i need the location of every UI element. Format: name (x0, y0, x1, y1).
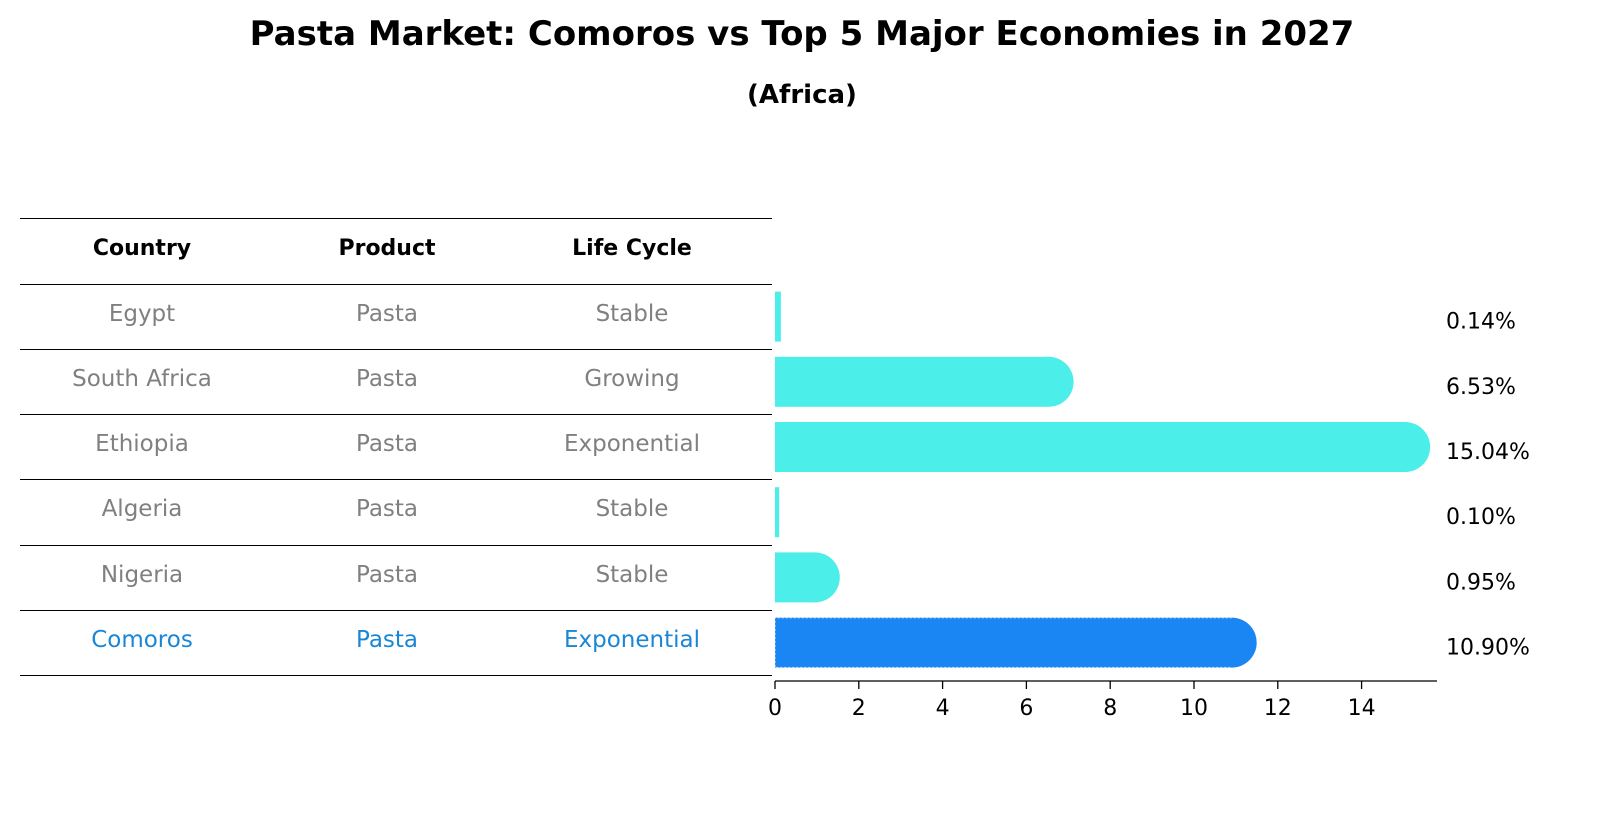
data-label: 0.95% (1446, 570, 1516, 595)
data-label: 10.90% (1446, 636, 1530, 661)
cell-product: Pasta (355, 301, 419, 327)
cell-country: Ethiopia (95, 431, 189, 457)
table-rule (20, 218, 772, 219)
bar-end-cap (1380, 422, 1431, 472)
table-rule (20, 284, 772, 285)
bar (775, 291, 781, 342)
cell-product: Pasta (355, 366, 419, 392)
data-label: 0.14% (1446, 310, 1516, 335)
cell-country: Egypt (108, 301, 176, 327)
bar-end-cap (1206, 617, 1257, 668)
cell-life-cycle: Exponential (563, 431, 700, 457)
cell-country: South Africa (72, 366, 212, 392)
data-label: 15.04% (1446, 440, 1530, 465)
table-rule (20, 479, 772, 480)
bar-end-cap (1023, 356, 1074, 407)
cell-country-highlight: Comoros (91, 627, 193, 653)
cell-life-cycle: Stable (595, 301, 669, 327)
bar-group (775, 487, 780, 538)
cell-country: Algeria (101, 496, 183, 522)
cell-life-cycle: Growing (584, 366, 680, 392)
cell-life-cycle: Stable (595, 562, 669, 588)
cell-product: Pasta (355, 431, 419, 457)
cell-product: Pasta (355, 562, 419, 588)
cell-life-cycle-highlight: Exponential (563, 627, 700, 653)
x-tick-label: 4 (936, 696, 950, 721)
bar-group (775, 552, 840, 603)
data-label: 0.10% (1446, 505, 1516, 530)
header-product: Product (338, 236, 436, 261)
cell-country: Nigeria (100, 562, 184, 588)
table-rule (20, 414, 772, 415)
bar-highlight-border (774, 616, 1232, 669)
x-tick-label: 14 (1348, 696, 1376, 721)
x-tick-label: 6 (1019, 696, 1033, 721)
chart-subtitle: (Africa) (747, 80, 857, 110)
bar-highlight (775, 617, 1232, 668)
bar-end-cap (789, 552, 840, 603)
chart-title: Pasta Market: Comoros vs Top 5 Major Eco… (249, 14, 1355, 54)
x-tick-label: 12 (1264, 696, 1292, 721)
cell-product-highlight: Pasta (355, 627, 419, 653)
bar-group (775, 356, 1074, 407)
cell-life-cycle: Stable (595, 496, 669, 522)
bar-group (775, 291, 781, 342)
x-tick-label: 10 (1180, 696, 1208, 721)
table-rule (20, 610, 772, 611)
x-tick-label: 2 (852, 696, 866, 721)
bar (775, 487, 780, 538)
x-tick-label: 0 (768, 696, 782, 721)
cell-product: Pasta (355, 496, 419, 522)
x-tick-label: 8 (1103, 696, 1117, 721)
table-rule (20, 349, 772, 350)
bar (775, 422, 1406, 472)
table-rule (20, 545, 772, 546)
header-country: Country (92, 236, 192, 261)
data-label: 6.53% (1446, 375, 1516, 400)
header-life-cycle: Life Cycle (572, 236, 692, 261)
bar (775, 356, 1049, 407)
bar-group (775, 422, 1431, 472)
bar-group (774, 616, 1257, 669)
table-rule (20, 675, 772, 676)
